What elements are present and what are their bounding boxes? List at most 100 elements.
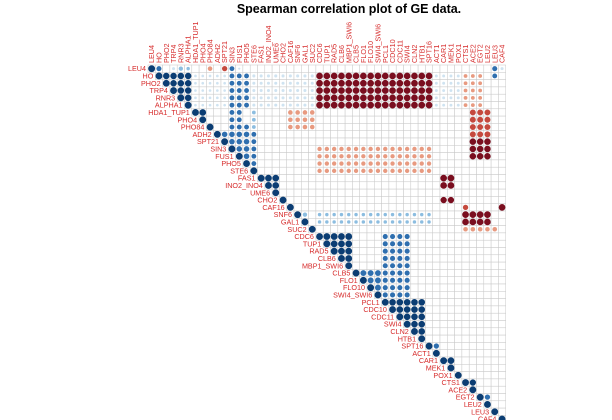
correlation-circle (498, 415, 506, 420)
correlation-circle (469, 153, 477, 160)
correlation-circle (397, 248, 403, 254)
correlation-circle (155, 72, 163, 80)
grid-cell (490, 371, 499, 380)
grid-cell (220, 108, 229, 117)
grid-cell (483, 342, 492, 350)
column-label: FLO10 (366, 41, 375, 63)
correlation-circle (338, 94, 345, 102)
grid-cell (490, 276, 499, 285)
grid-cell (476, 320, 485, 329)
correlation-circle (194, 89, 197, 92)
correlation-circle (412, 220, 417, 224)
correlation-circle (236, 146, 243, 152)
correlation-circle (352, 101, 360, 109)
correlation-circle (381, 72, 389, 80)
grid-cell (498, 334, 506, 343)
grid-cell (498, 349, 506, 358)
correlation-circle (469, 218, 477, 226)
correlation-circle (367, 277, 374, 284)
correlation-circle (397, 285, 403, 291)
grid-cell (454, 130, 463, 139)
grid-cell (301, 159, 309, 168)
correlation-circle (383, 212, 387, 217)
grid-cell (381, 123, 390, 131)
grid-cell (417, 137, 426, 146)
correlation-circle (368, 146, 373, 152)
grid-cell (198, 64, 207, 73)
grid-cell (432, 232, 441, 241)
correlation-circle (390, 248, 396, 254)
correlation-circle (456, 74, 460, 78)
correlation-circle (172, 67, 176, 71)
grid-cell (410, 269, 419, 277)
grid-cell (352, 115, 360, 124)
grid-cell (337, 203, 346, 212)
correlation-circle (383, 154, 388, 159)
correlation-circle (317, 146, 322, 152)
grid-cell (366, 196, 375, 204)
correlation-circle (390, 212, 395, 217)
correlation-circle (338, 255, 345, 262)
grid-cell (490, 385, 499, 394)
correlation-circle (345, 262, 353, 270)
correlation-circle (265, 174, 272, 182)
grid-cell (308, 152, 317, 161)
grid-cell (359, 261, 368, 270)
grid-cell (483, 101, 492, 110)
grid-cell (498, 115, 506, 124)
grid-cell (447, 145, 455, 153)
grid-cell (330, 130, 339, 139)
grid-cell (352, 108, 360, 117)
correlation-circle (194, 103, 197, 107)
correlation-circle (236, 73, 242, 79)
correlation-circle (403, 313, 411, 321)
grid-cell (366, 261, 375, 270)
correlation-circle (236, 80, 242, 86)
correlation-circle (442, 103, 446, 107)
grid-cell (279, 130, 287, 139)
grid-cell (498, 130, 506, 139)
correlation-circle (229, 73, 235, 79)
correlation-circle (419, 146, 424, 152)
grid-cell (344, 137, 353, 146)
correlation-circle (229, 117, 235, 123)
grid-cell (498, 342, 506, 350)
grid-cell (403, 115, 412, 124)
row-label: HDA1_TUP1 (148, 108, 190, 117)
correlation-circle (274, 103, 278, 107)
grid-cell (257, 137, 266, 146)
grid-cell (432, 334, 441, 343)
grid-cell (447, 64, 455, 73)
correlation-circle (397, 146, 403, 152)
grid-cell (447, 159, 455, 168)
grid-cell (439, 334, 448, 343)
grid-cell (425, 137, 433, 146)
grid-cell (498, 239, 506, 248)
grid-cell (447, 152, 455, 161)
correlation-circle (390, 234, 396, 240)
grid-cell (454, 108, 463, 117)
grid-cell (439, 159, 448, 168)
correlation-circle (383, 146, 388, 152)
grid-cell (425, 283, 433, 292)
grid-cell (490, 349, 499, 358)
grid-cell (490, 342, 499, 350)
grid-cell (366, 232, 375, 241)
correlation-circle (404, 277, 410, 283)
grid-cell (483, 93, 492, 102)
grid-cell (454, 218, 463, 226)
correlation-circle (381, 79, 389, 87)
grid-cell (242, 64, 251, 73)
grid-cell (483, 356, 492, 365)
grid-cell (454, 291, 463, 299)
grid-cell (374, 261, 382, 270)
correlation-circle (338, 87, 345, 94)
grid-cell (403, 188, 412, 197)
correlation-circle (323, 240, 331, 248)
grid-cell (257, 108, 266, 117)
row-label: CDC10 (363, 305, 387, 314)
correlation-circle (301, 218, 309, 226)
grid-cell (498, 232, 506, 241)
correlation-circle (302, 212, 308, 217)
correlation-circle (449, 74, 453, 78)
